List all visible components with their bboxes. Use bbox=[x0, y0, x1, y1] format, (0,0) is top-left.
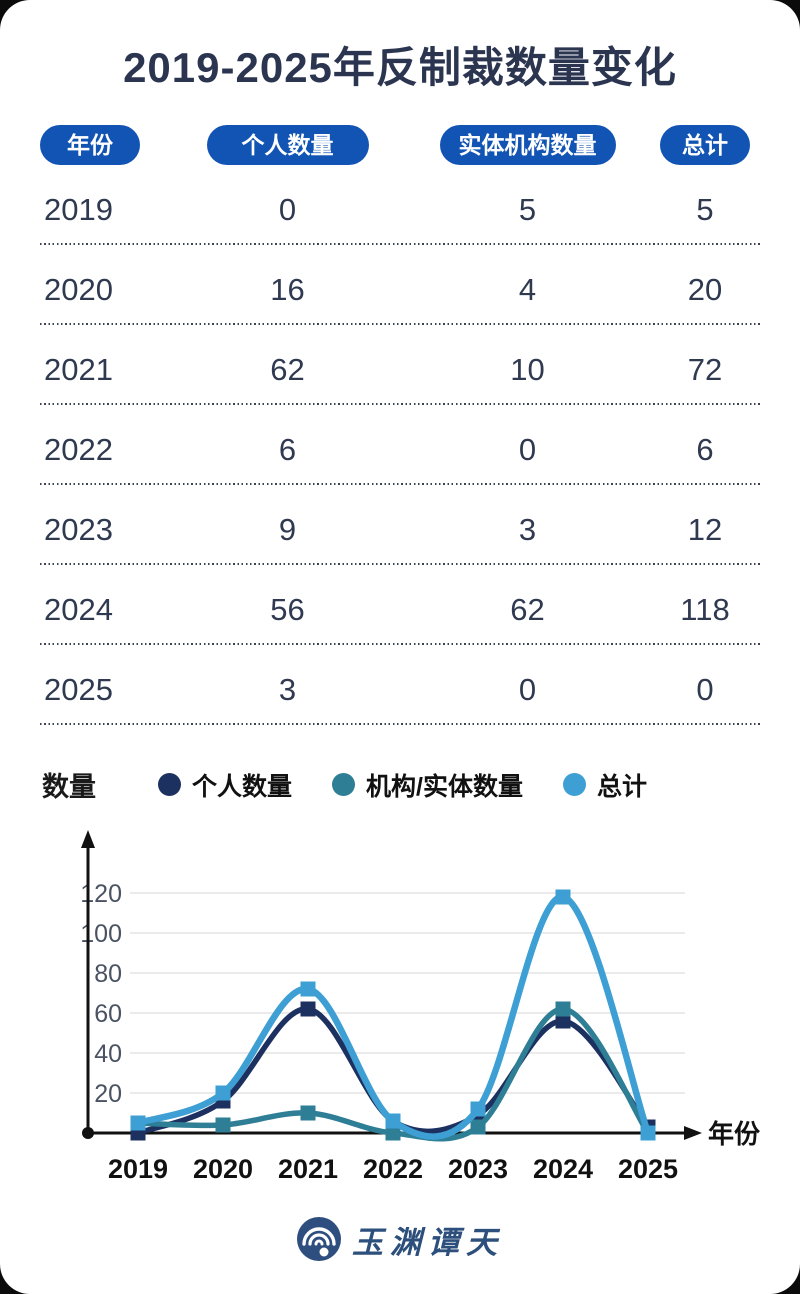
row-value: 9 bbox=[278, 512, 297, 547]
legend-item: 总计 bbox=[562, 767, 647, 803]
chart-legend-row: 数量 个人数量 机构/实体数量 总计 bbox=[40, 765, 760, 804]
table-row: 2019 0 5 5 bbox=[40, 165, 760, 245]
data-point-marker bbox=[215, 1117, 231, 1133]
row-value: 10 bbox=[510, 352, 545, 387]
x-tick-label: 2021 bbox=[278, 1154, 338, 1184]
series-line bbox=[134, 893, 652, 1140]
data-point-marker bbox=[555, 1013, 571, 1029]
legend-dot-icon bbox=[332, 773, 356, 796]
column-header-individuals: 个人数量 bbox=[206, 125, 369, 165]
row-value: 5 bbox=[518, 192, 537, 227]
page-title: 2019-2025年反制裁数量变化 bbox=[123, 44, 677, 91]
row-year: 2020 bbox=[44, 272, 113, 307]
data-point-marker bbox=[215, 1085, 231, 1101]
data-point-marker bbox=[470, 1119, 486, 1135]
data-point-marker bbox=[470, 1101, 486, 1117]
legend-item: 机构/实体数量 bbox=[332, 767, 523, 803]
table-row: 2022 6 0 6 bbox=[40, 405, 760, 485]
x-tick-label: 2024 bbox=[533, 1154, 593, 1184]
row-value: 62 bbox=[270, 352, 305, 387]
x-tick-label: 2022 bbox=[363, 1154, 423, 1184]
row-value: 0 bbox=[518, 432, 537, 467]
row-value: 3 bbox=[278, 672, 297, 707]
row-value: 16 bbox=[270, 272, 305, 307]
row-year: 2019 bbox=[44, 192, 113, 227]
table-row: 2025 3 0 0 bbox=[40, 645, 760, 725]
table-row: 2020 16 4 20 bbox=[40, 245, 760, 325]
data-point-marker bbox=[555, 1001, 571, 1017]
axis-origin-dot bbox=[82, 1127, 94, 1139]
x-axis-title: 年份 bbox=[708, 1119, 760, 1149]
footer-logo: 玉渊谭天 bbox=[40, 1206, 760, 1276]
row-value: 62 bbox=[510, 592, 545, 627]
row-value: 0 bbox=[278, 192, 297, 227]
legend-label: 机构/实体数量 bbox=[366, 772, 523, 801]
row-year: 2022 bbox=[44, 432, 113, 467]
data-point-marker bbox=[640, 1125, 656, 1141]
data-point-marker bbox=[300, 1105, 316, 1121]
table-row: 2023 9 3 12 bbox=[40, 485, 760, 565]
legend-dot-icon bbox=[562, 773, 586, 796]
table-row: 2024 56 62 118 bbox=[40, 565, 760, 645]
row-year: 2023 bbox=[44, 512, 113, 547]
row-value: 6 bbox=[278, 432, 297, 467]
table-body: 2019 0 5 5 2020 16 4 20 2021 62 10 72 2022 6 0 6 2023 9 3 1… bbox=[40, 165, 760, 725]
legend-label: 个人数量 bbox=[192, 772, 293, 801]
chart-area: 20 40 60 80 100 120 年份 2019 2020 2021 2022 2023 2024… bbox=[40, 808, 760, 1206]
data-point-marker bbox=[300, 981, 316, 997]
y-tick-label: 80 bbox=[94, 960, 122, 988]
x-tick-label: 2019 bbox=[108, 1154, 168, 1184]
row-value: 72 bbox=[687, 352, 723, 387]
column-header-entities: 实体机构数量 bbox=[439, 125, 616, 165]
table-row: 2021 62 10 72 bbox=[40, 325, 760, 405]
column-header-total: 总计 bbox=[660, 125, 750, 165]
row-value: 56 bbox=[270, 592, 305, 627]
legend-dot-icon bbox=[158, 773, 181, 796]
row-value: 6 bbox=[696, 432, 714, 467]
column-header-year: 年份 bbox=[40, 125, 140, 165]
y-tick-label: 20 bbox=[94, 1080, 122, 1108]
row-value: 3 bbox=[518, 512, 537, 547]
table-header: 年份 个人数量 实体机构数量 总计 bbox=[40, 125, 760, 165]
row-value: 0 bbox=[518, 672, 537, 707]
legend-label: 总计 bbox=[596, 772, 647, 801]
x-axis-arrow-icon bbox=[684, 1126, 702, 1140]
row-year: 2024 bbox=[44, 592, 113, 627]
y-axis-title: 数量 bbox=[42, 772, 96, 802]
row-value: 0 bbox=[696, 672, 714, 707]
data-point-marker bbox=[130, 1115, 146, 1131]
data-point-marker bbox=[555, 889, 571, 905]
chart-legend: 个人数量 机构/实体数量 总计 bbox=[158, 767, 647, 803]
y-tick-label: 40 bbox=[94, 1040, 122, 1068]
row-value: 12 bbox=[687, 512, 723, 547]
data-point-marker bbox=[300, 1001, 316, 1017]
row-value: 5 bbox=[696, 192, 714, 227]
row-value: 20 bbox=[687, 272, 723, 307]
row-value: 118 bbox=[680, 592, 730, 627]
x-tick-label: 2023 bbox=[448, 1154, 508, 1184]
data-point-marker bbox=[385, 1125, 401, 1141]
legend-item: 个人数量 bbox=[158, 767, 292, 803]
row-year: 2025 bbox=[44, 672, 113, 707]
row-value: 4 bbox=[518, 272, 537, 307]
y-axis-arrow-icon bbox=[81, 830, 95, 848]
y-tick-label: 60 bbox=[94, 1000, 122, 1028]
logo-swirl-icon bbox=[297, 1217, 341, 1261]
x-tick-label: 2025 bbox=[618, 1154, 678, 1184]
data-point-marker bbox=[385, 1113, 401, 1129]
x-tick-label: 2020 bbox=[193, 1154, 253, 1184]
logo-text: 玉渊谭天 bbox=[352, 1224, 504, 1261]
row-year: 2021 bbox=[44, 352, 113, 387]
